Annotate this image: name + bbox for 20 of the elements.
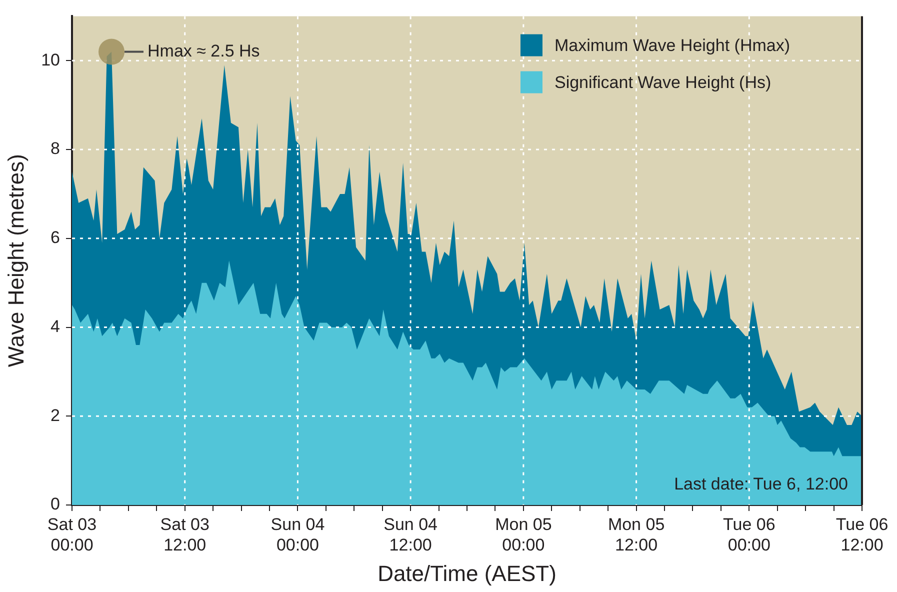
legend-label: Significant Wave Height (Hs) — [554, 72, 772, 92]
x-tick-label: Mon 05 00:00 — [495, 514, 552, 554]
y-tick-label: 6 — [50, 228, 60, 248]
x-tick-label: Sun 04 12:00 — [384, 514, 438, 554]
x-tick-label: Tue 06 12:00 — [836, 514, 888, 554]
x-axis-title: Date/Time (AEST) — [378, 560, 556, 586]
y-tick-label: 2 — [50, 406, 60, 425]
y-tick-label: 8 — [50, 139, 60, 158]
x-tick-label: Sat 03 12:00 — [160, 514, 210, 554]
y-tick-label: 4 — [50, 316, 60, 336]
annotation: Last date: Tue 6, 12:00 — [674, 474, 848, 494]
annotation: Hmax ≈ 2.5 Hs — [148, 41, 260, 60]
y-axis-title: Wave Height (metres) — [3, 154, 28, 368]
legend-label: Maximum Wave Height (Hmax) — [554, 36, 790, 55]
y-tick-label: 10 — [41, 50, 60, 70]
x-tick-label: Sat 03 00:00 — [47, 514, 97, 554]
x-tick-label: Sun 04 00:00 — [270, 514, 325, 554]
x-tick-label: Mon 05 12:00 — [608, 514, 665, 554]
x-tick-label: Tue 06 00:00 — [722, 514, 776, 554]
y-tick-label: 0 — [50, 494, 60, 514]
